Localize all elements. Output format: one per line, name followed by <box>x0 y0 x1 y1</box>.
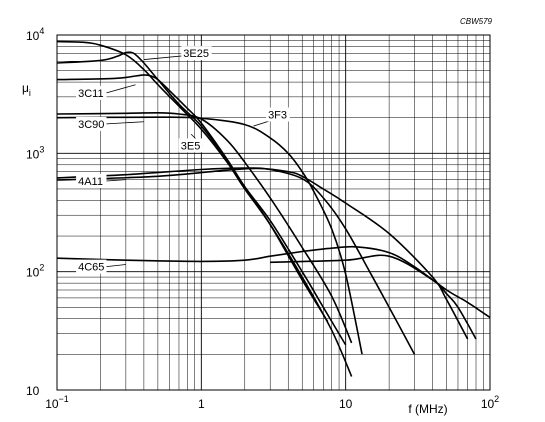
y-tick-labels: 10 102 103 104 <box>26 26 44 398</box>
series-label-bg <box>76 259 107 274</box>
series-label-bg <box>76 116 107 131</box>
series-label-3f3: 3F3 <box>268 109 287 121</box>
series-line-5 <box>56 167 416 355</box>
series-labels: 3E25 3C11 3C90 3E5 3F3 4A11 4C65 <box>76 46 290 274</box>
x-tick-label: 10−1 <box>45 394 69 411</box>
series-label-leader <box>106 121 144 125</box>
series-label-leader <box>106 84 136 94</box>
y-tick-label: 102 <box>26 263 44 280</box>
series-label-4c65: 4C65 <box>78 262 104 274</box>
x-tick-labels: 10−1 1 10 102 <box>45 394 499 411</box>
series-group <box>56 40 491 377</box>
series-label-3e5: 3E5 <box>181 140 201 152</box>
series-label-bg <box>181 46 212 61</box>
series-label-bg <box>178 138 203 153</box>
x-axis-label: f (MHz) <box>408 402 447 416</box>
series-label-3c90: 3C90 <box>78 119 104 131</box>
x-tick-label: 10 <box>339 397 353 411</box>
series-line-4 <box>56 116 363 355</box>
series-line-8 <box>270 254 477 340</box>
plot-frame <box>56 34 491 391</box>
y-axis-label: μi <box>22 81 31 98</box>
series-label-bg <box>76 85 107 100</box>
series-line-0 <box>56 51 347 346</box>
grid <box>57 35 490 390</box>
y-tick-label: 103 <box>26 144 44 161</box>
series-label-4a11: 4A11 <box>78 176 103 188</box>
series-line-7 <box>56 245 491 319</box>
series-label-bg <box>76 174 107 189</box>
series-line-2 <box>56 111 353 344</box>
series-label-3e25: 3E25 <box>183 48 209 60</box>
figure-code: CBW579 <box>460 17 493 26</box>
x-tick-label: 102 <box>481 394 499 411</box>
series-label-bg <box>266 107 290 122</box>
y-tick-label: 104 <box>26 26 44 43</box>
series-label-3c11: 3C11 <box>78 88 103 100</box>
series-line-6 <box>56 167 469 340</box>
series-label-leader <box>106 264 126 268</box>
series-label-leader <box>106 179 126 182</box>
y-axis-label-symbol: μ <box>22 81 29 95</box>
y-axis-label-subscript: i <box>29 88 31 98</box>
y-tick-label: 10 <box>26 384 40 398</box>
x-tick-label: 1 <box>198 397 205 411</box>
